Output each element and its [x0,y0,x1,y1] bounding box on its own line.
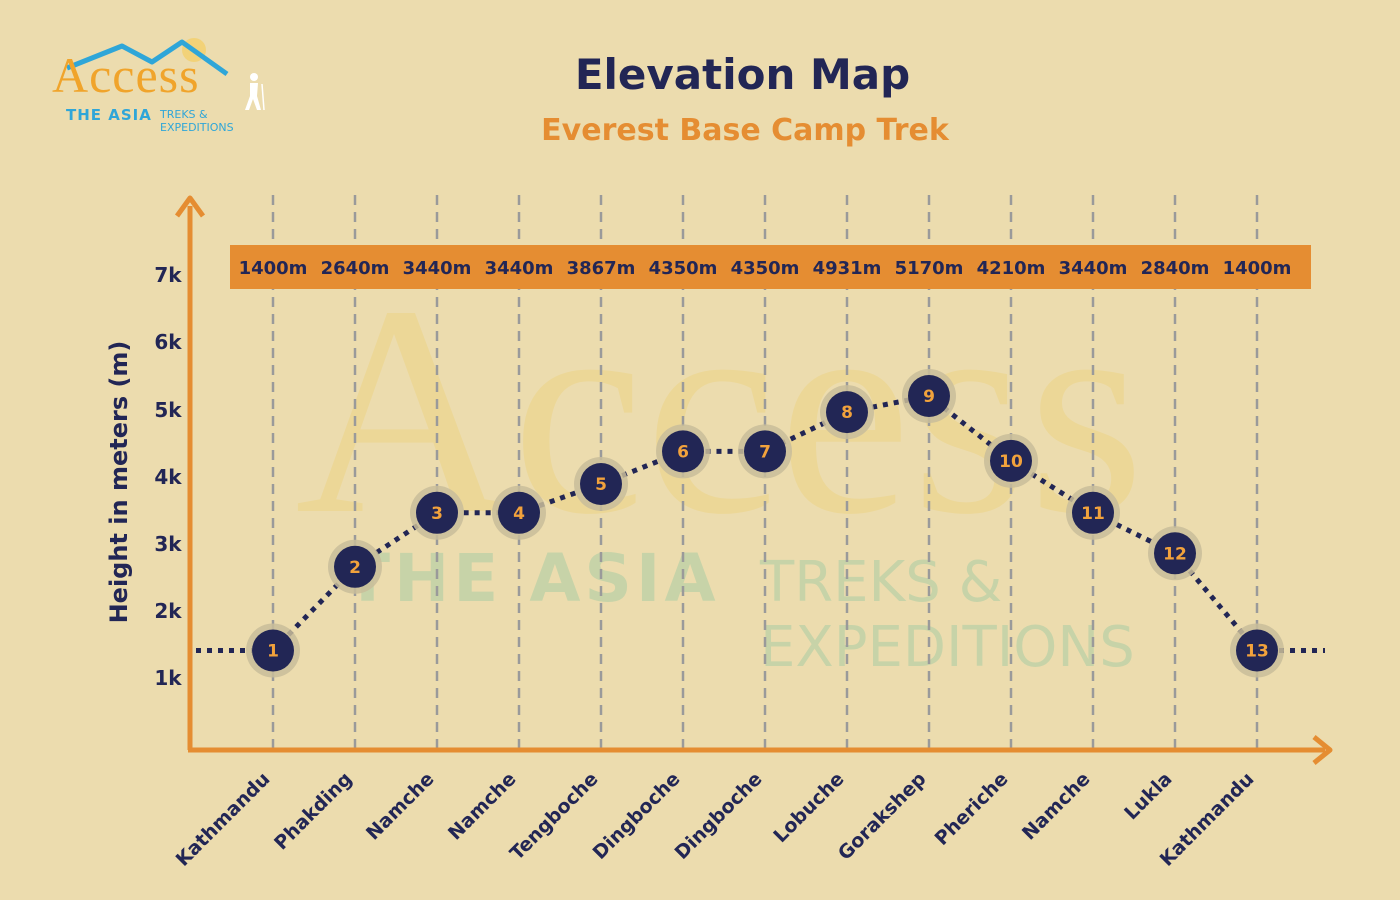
day-marker: 5 [574,456,628,511]
day-marker-number: 5 [595,475,607,495]
x-category-label: Pheriche [931,768,1013,850]
y-tick-label: 2k [154,599,182,623]
day-marker: 9 [902,369,956,424]
x-category-label: Gorakshep [834,768,931,865]
day-marker-number: 6 [677,442,689,462]
x-category-label: Kathmandu [172,768,275,871]
day-marker: 7 [738,424,792,479]
elevation-label: 2840m [1141,258,1210,279]
x-category-label: Dingboche [589,768,685,864]
x-category-label: Phakding [270,768,356,854]
day-marker: 11 [1066,485,1120,540]
y-axis-arrow [174,195,206,218]
day-marker-number: 1 [267,642,279,662]
watermark-sub2: TREKS & EXPEDITIONS [760,550,1135,680]
elevation-label: 3440m [485,258,554,279]
day-marker-dot [416,491,458,534]
elevation-label: 1400m [1223,258,1292,279]
day-marker-dot [662,430,704,473]
day-marker-dot [1236,629,1278,672]
logo-word: Access [52,47,200,103]
elevation-label-band [230,245,1311,289]
day-marker-number: 4 [513,504,525,524]
logo-sub1: THE ASIA [66,106,152,124]
logo: Access THE ASIA TREKS & EXPEDITIONS [52,36,282,134]
y-axis-label: Height in meters (m) [105,341,133,624]
day-marker-dot [908,375,950,418]
x-category-label: Namche [362,768,439,845]
day-marker-number: 11 [1081,504,1105,524]
x-axis-arrow [1312,735,1333,765]
hiker-icon [245,73,265,111]
elevation-label: 4210m [977,258,1046,279]
watermark-sub1: THE ASIA [345,540,720,617]
elevation-label: 5170m [895,258,964,279]
elevation-label: 1400m [239,258,308,279]
day-marker: 1 [246,623,300,678]
elevation-label: 4931m [813,258,882,279]
elevation-label: 3440m [1059,258,1128,279]
day-marker-dot [580,462,622,505]
day-marker-number: 7 [759,442,771,462]
day-marker: 10 [984,433,1038,488]
day-marker-dot [744,430,786,473]
day-marker-number: 12 [1163,544,1187,564]
x-category-label: Namche [1018,768,1095,845]
elevation-label: 2640m [321,258,390,279]
day-marker-number: 8 [841,403,853,423]
y-tick-label: 1k [154,666,182,690]
day-marker: 4 [492,485,546,540]
x-category-label: Lukla [1120,768,1176,824]
y-tick-label: 7k [154,263,182,287]
day-marker-number: 10 [999,452,1023,472]
day-marker-number: 9 [923,387,935,407]
x-category-label: Dingboche [671,768,767,864]
x-category-label: Namche [444,768,521,845]
day-marker: 12 [1148,526,1202,581]
elevation-label: 4350m [731,258,800,279]
day-marker-dot [1072,491,1114,534]
day-marker-number: 13 [1245,642,1269,662]
y-tick-label: 3k [154,532,182,556]
day-marker: 8 [820,385,874,440]
day-marker-dot [498,491,540,534]
mountain-logo-icon [66,38,229,77]
day-marker-number: 2 [349,558,361,578]
day-marker: 13 [1230,623,1284,678]
day-marker-dot [1154,532,1196,575]
day-marker-dot [334,545,376,588]
day-marker-dot [990,439,1032,482]
y-tick-label: 4k [154,465,182,489]
day-marker: 6 [656,424,710,479]
y-tick-label: 6k [154,330,182,354]
y-tick-label: 5k [154,398,182,422]
elevation-label: 3440m [403,258,472,279]
day-marker-number: 3 [431,504,443,524]
elevation-label: 3867m [567,258,636,279]
elevation-label: 4350m [649,258,718,279]
day-marker: 2 [328,539,382,594]
x-category-label: Lobuche [769,768,848,847]
logo-sub2: TREKS & EXPEDITIONS [160,108,234,134]
day-marker-dot [826,391,868,434]
chart-title: Elevation Map [574,50,911,99]
day-marker: 3 [410,485,464,540]
x-category-label: Tengboche [506,768,603,865]
chart-subtitle: Everest Base Camp Trek [541,113,949,148]
day-marker-dot [252,629,294,672]
